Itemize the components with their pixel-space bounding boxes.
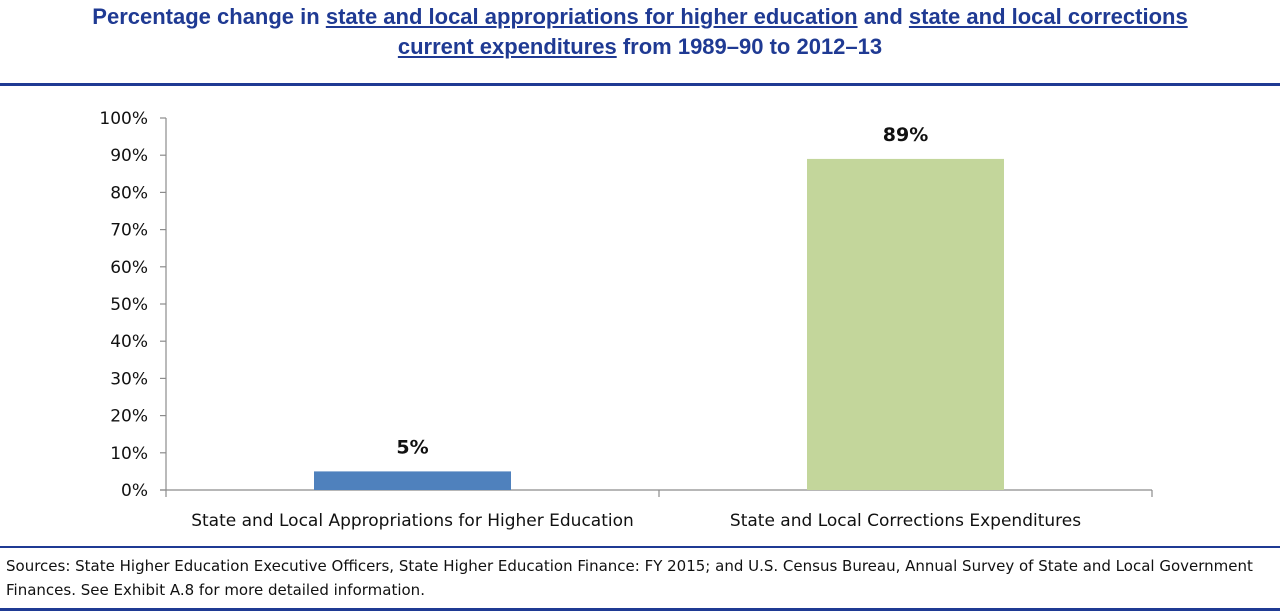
source-note: Sources: State Higher Education Executiv…: [6, 557, 1253, 599]
bar-2[interactable]: [807, 158, 1004, 491]
y-tick-label: 0%: [121, 481, 148, 501]
title-link-corrections[interactable]: state and local corrections: [908, 4, 1188, 29]
title-text-2: and: [857, 4, 909, 29]
y-tick-label: 40%: [110, 332, 148, 352]
title-divider: [0, 83, 1280, 86]
y-tick-label: 60%: [110, 258, 148, 278]
y-tick-label: 70%: [110, 221, 148, 241]
chart-title: Percentage change in state and local app…: [0, 2, 1280, 62]
bar-1[interactable]: [314, 471, 511, 490]
title-text-3: from 1989–90 to 2012–13: [616, 34, 883, 59]
title-text-1: Percentage change in: [92, 4, 326, 29]
data-label: 89%: [883, 124, 928, 146]
title-link-current-expenditures[interactable]: current expenditures: [397, 34, 617, 59]
title-link-higher-education[interactable]: state and local appropriations for highe…: [325, 4, 858, 29]
x-category-label: State and Local Appropriations for Highe…: [191, 511, 634, 531]
data-label: 5%: [396, 436, 428, 458]
y-tick-label: 50%: [110, 295, 148, 315]
x-category-label: State and Local Corrections Expenditures: [730, 511, 1081, 531]
y-tick-label: 20%: [110, 407, 148, 427]
y-tick-label: 80%: [110, 183, 148, 203]
title-line-1: Percentage change in state and local app…: [0, 2, 1280, 32]
source-divider-bottom: [0, 608, 1280, 611]
y-tick-label: 100%: [99, 109, 148, 129]
y-tick-label: 10%: [110, 444, 148, 464]
source-divider-top: [0, 546, 1280, 548]
y-tick-label: 30%: [110, 369, 148, 389]
title-line-2: current expenditures from 1989–90 to 201…: [0, 32, 1280, 62]
y-tick-label: 90%: [110, 146, 148, 166]
bar-chart: 0% 10% 20% 30% 40% 50% 60% 70% 80% 90% 100% 5% State…: [99, 109, 1153, 531]
